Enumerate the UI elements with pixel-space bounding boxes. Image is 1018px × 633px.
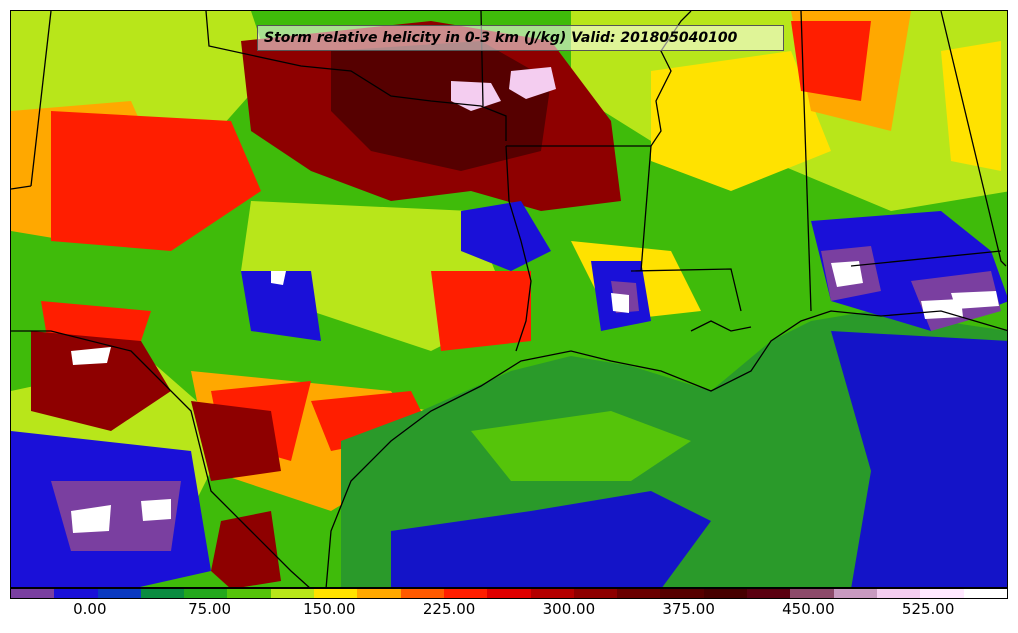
colorbar-segment <box>227 589 271 598</box>
colorbar-segment <box>833 589 877 598</box>
colorbar-segment <box>487 589 531 598</box>
state-borders <box>11 11 1007 587</box>
colorbar-segment <box>140 589 185 598</box>
colorbar-segment <box>876 589 921 598</box>
colorbar-segment <box>11 589 55 598</box>
colorbar-segment <box>54 589 98 598</box>
negative-helicity-areas <box>11 201 1007 587</box>
colorbar-segment <box>357 589 401 598</box>
colorbar-segment <box>184 589 228 598</box>
colorbar-segment <box>660 589 704 598</box>
gulf-of-mexico <box>341 311 1007 587</box>
colorbar-segment <box>790 589 834 598</box>
darkest-helicity-core <box>331 41 551 171</box>
colorbar-segment <box>443 589 488 598</box>
colorbar-tick-label: 0.00 <box>73 600 107 618</box>
colorbar-tick-label: 450.00 <box>782 600 835 618</box>
colorbar <box>10 588 1008 599</box>
colorbar-segment <box>400 589 444 598</box>
colorbar-segment <box>314 589 358 598</box>
colorbar-segment <box>747 589 791 598</box>
peak-helicity-spots <box>71 261 999 533</box>
colorbar-tick-label: 525.00 <box>901 600 955 618</box>
colorbar-segment <box>617 589 661 598</box>
colorbar-segment <box>703 589 748 598</box>
map-canvas <box>11 11 1007 587</box>
colorbar-segment <box>530 589 574 598</box>
colorbar-tick-label: 375.00 <box>662 600 715 618</box>
helicity-map[interactable]: Storm relative helicity in 0-3 km (J/kg)… <box>10 10 1008 588</box>
map-title: Storm relative helicity in 0-3 km (J/kg)… <box>257 25 784 51</box>
colorbar-segment <box>97 589 141 598</box>
colorbar-segment <box>573 589 618 598</box>
pink-helicity-peaks <box>451 67 556 111</box>
coastline <box>325 310 1007 587</box>
colorbar-tick-label: 300.00 <box>542 600 596 618</box>
colorbar-ticks: 0.00 75.00 150.00 225.00 300.00 375.00 450.00 5… <box>10 600 1008 628</box>
colorbar-segment <box>963 589 1007 598</box>
colorbar-tick-label: 225.00 <box>422 600 476 618</box>
colorbar-tick-label: 150.00 <box>303 600 356 618</box>
colorbar-segment <box>920 589 964 598</box>
colorbar-segment <box>270 589 315 598</box>
colorbar-tick-label: 75.00 <box>188 600 232 618</box>
